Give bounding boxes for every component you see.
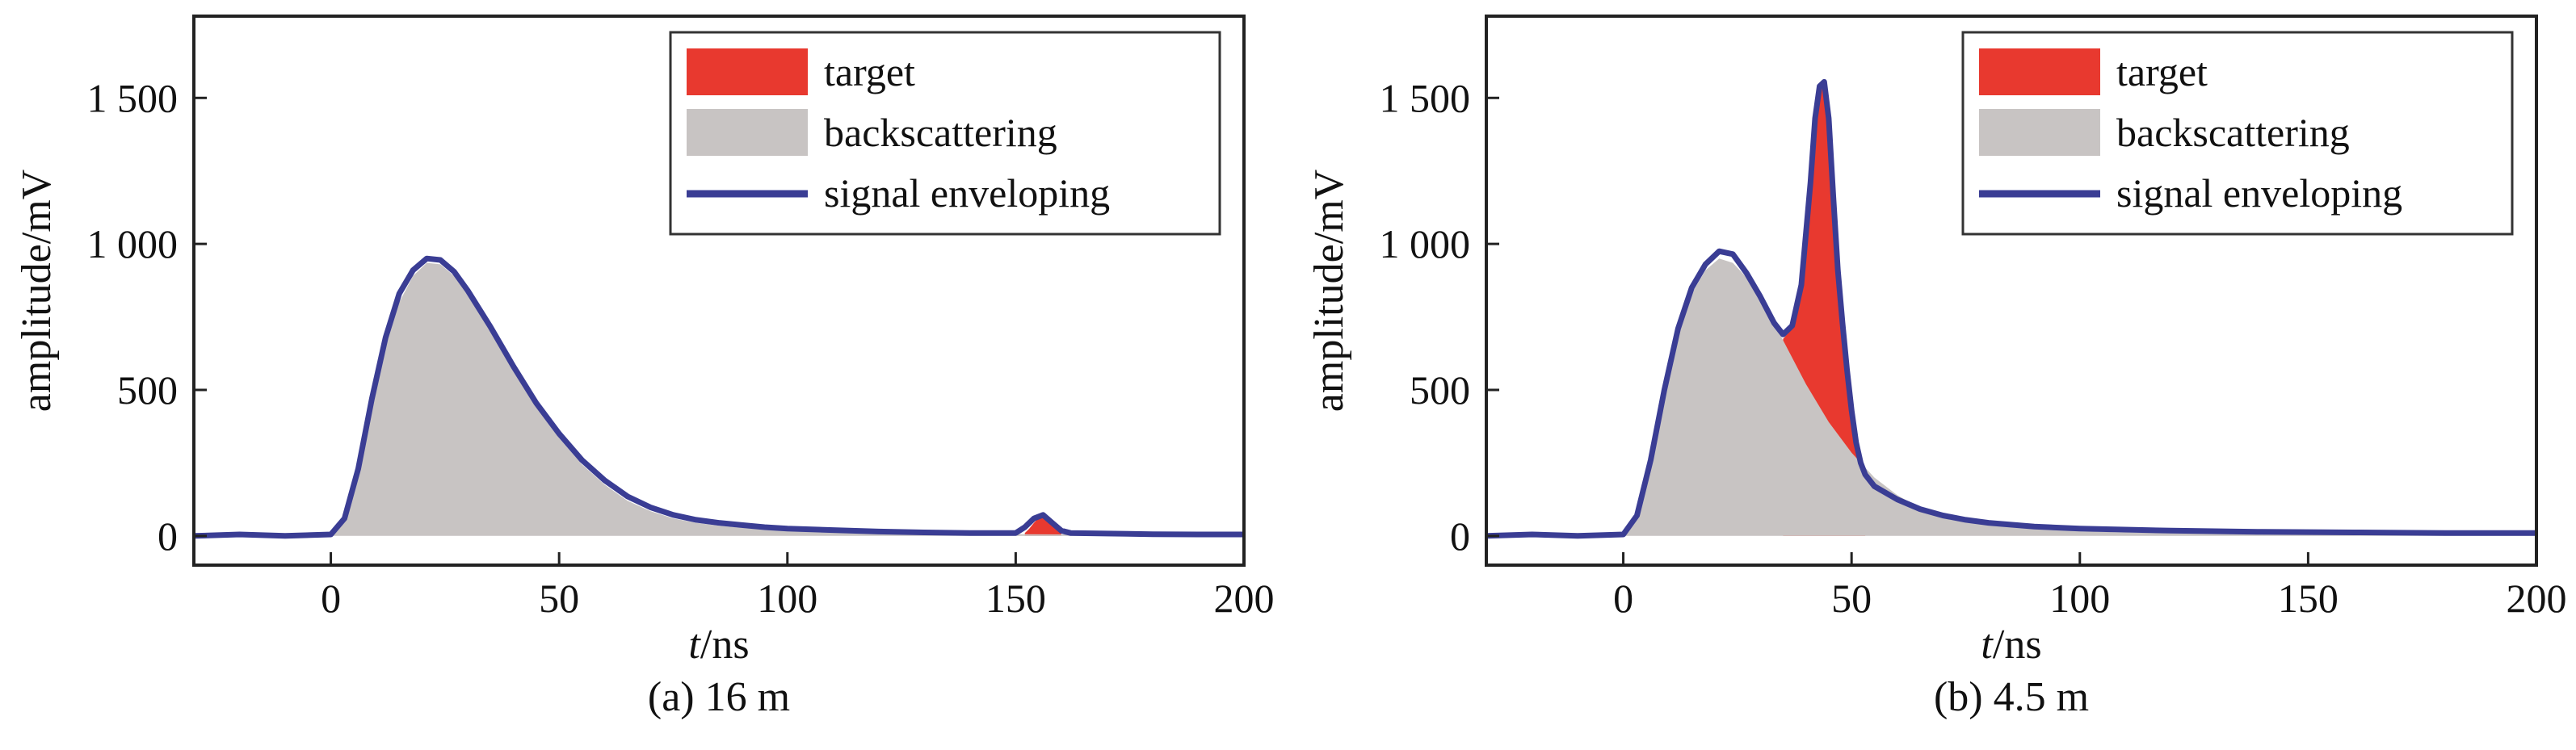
- x-axis-label-unit: /ns: [1993, 622, 2042, 668]
- plot-layer: [194, 255, 1244, 539]
- legend: target backscattering signal enveloping: [1961, 31, 2514, 236]
- x-tick-label: 150: [985, 576, 1046, 621]
- legend-label-signal-enveloping: signal enveloping: [2116, 170, 2402, 216]
- legend-label-backscattering: backscattering: [824, 110, 1057, 155]
- legend-label-signal-enveloping: signal enveloping: [824, 170, 1110, 216]
- x-tick-label: 100: [2049, 576, 2110, 621]
- y-tick-label: 0: [1450, 513, 1470, 559]
- legend-label-backscattering: backscattering: [2116, 110, 2350, 155]
- x-tick-label: 0: [321, 576, 341, 621]
- plot-layer: [1486, 78, 2536, 539]
- plot-frame: [1485, 15, 2538, 567]
- y-axis-label: amplitude/mV: [1306, 170, 1352, 412]
- x-tick-label: 200: [2507, 576, 2567, 621]
- x-axis-label: t/ns: [1981, 622, 2041, 668]
- panel-caption: (a) 16 m: [648, 674, 790, 720]
- x-tick-label: 150: [2278, 576, 2339, 621]
- panel-caption: (b) 4.5 m: [1934, 674, 2089, 720]
- backscattering-area: [330, 262, 1244, 536]
- y-axis-label: amplitude/mV: [14, 170, 60, 412]
- x-tick-label: 200: [1214, 576, 1275, 621]
- x-axis-label: t/ns: [688, 622, 749, 668]
- legend: target backscattering signal enveloping: [669, 31, 1221, 236]
- plot-frame: [192, 15, 1246, 567]
- backscattering-area: [1623, 258, 2536, 536]
- legend-label-target: target: [2116, 49, 2208, 94]
- x-tick-label: 50: [539, 576, 579, 621]
- legend-label-target: target: [824, 49, 915, 94]
- x-tick-label: 100: [757, 576, 817, 621]
- y-tick-label: 500: [117, 367, 178, 413]
- target-area: [1024, 515, 1061, 536]
- chart-panel-a: 0 50 100 150 200 0 500 1 000 1 500 t/ns amplitude/…: [14, 15, 1275, 720]
- x-axis-label-symbol: t: [688, 622, 701, 668]
- legend-swatch-target: [1979, 48, 2100, 95]
- x-axis-label-symbol: t: [1981, 622, 1994, 668]
- y-tick-label: 500: [1410, 367, 1470, 413]
- y-tick-label: 1 500: [87, 75, 179, 120]
- signal-enveloping-line: [194, 255, 1244, 539]
- chart-panel-b: 0 50 100 150 200 0 500 1 000 1 500 t/ns amplitude/…: [1306, 15, 2567, 720]
- y-tick-label: 1 500: [1380, 75, 1471, 120]
- x-tick-label: 50: [1831, 576, 1872, 621]
- y-tick-label: 0: [158, 513, 178, 559]
- legend-swatch-target: [687, 48, 808, 95]
- legend-swatch-backscattering: [1979, 109, 2100, 156]
- legend-swatch-backscattering: [687, 109, 808, 156]
- y-tick-label: 1 000: [1380, 221, 1471, 266]
- x-axis-label-unit: /ns: [700, 622, 750, 668]
- signal-enveloping-line: [1486, 78, 2536, 539]
- y-tick-label: 1 000: [87, 221, 179, 266]
- x-tick-label: 0: [1613, 576, 1633, 621]
